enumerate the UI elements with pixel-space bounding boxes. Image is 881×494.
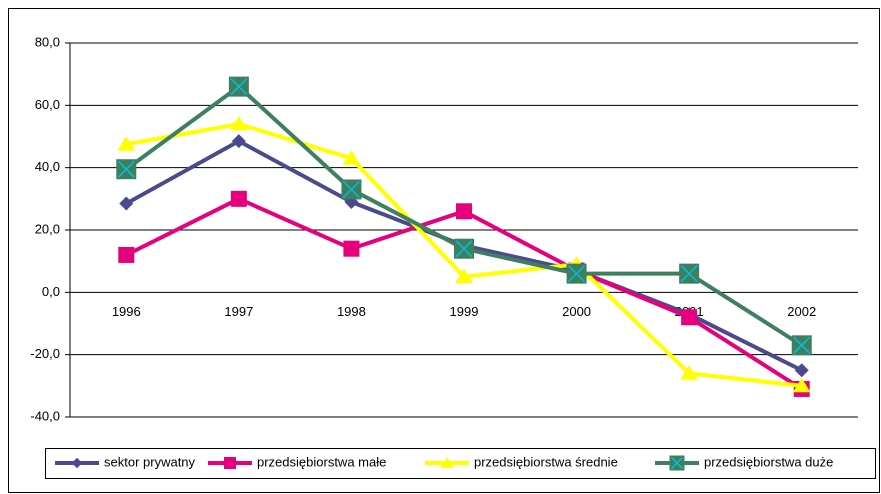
marker: [791, 335, 812, 356]
marker: [681, 309, 698, 326]
marker-part: [455, 268, 473, 284]
marker: [792, 377, 811, 393]
y-tick-label: 20,0: [35, 221, 60, 236]
y-tick-label: 40,0: [35, 159, 60, 174]
x-tick-label: 2002: [787, 304, 816, 319]
marker-part: [792, 377, 811, 393]
chart-border: [8, 8, 880, 493]
marker: [342, 150, 361, 165]
marker: [71, 457, 83, 469]
marker-part: [224, 457, 236, 469]
marker: [228, 76, 249, 97]
marker: [680, 365, 698, 380]
marker-part: [794, 363, 809, 378]
marker-part: [230, 78, 248, 96]
marker-part: [680, 265, 698, 283]
marker: [230, 190, 247, 207]
marker-part: [230, 116, 248, 131]
legend-box: [45, 448, 876, 479]
legend-label: sektor prywatny: [104, 454, 196, 469]
marker-part: [455, 240, 473, 258]
marker-part: [230, 190, 247, 207]
marker: [455, 268, 473, 284]
marker-part: [342, 150, 361, 165]
x-tick-label: 1997: [224, 304, 253, 319]
marker-part: [342, 180, 360, 199]
legend-label: przedsiębiorstwa małe: [257, 454, 386, 469]
marker: [440, 457, 454, 468]
y-tick-label: 60,0: [35, 97, 60, 112]
marker-part: [118, 246, 135, 263]
legend-label: przedsiębiorstwa średnie: [474, 454, 618, 469]
marker: [231, 134, 246, 149]
marker: [224, 457, 236, 469]
marker-part: [793, 336, 811, 354]
marker: [454, 238, 474, 259]
legend-label: przedsiębiorstwa duże: [704, 454, 833, 469]
marker: [119, 196, 134, 211]
marker-part: [119, 196, 134, 211]
y-tick-label: 0,0: [42, 284, 60, 299]
x-tick-label: 1999: [450, 304, 479, 319]
y-tick-label: -20,0: [30, 346, 60, 361]
marker: [566, 263, 587, 284]
marker-part: [681, 309, 698, 326]
y-tick-label: -40,0: [30, 408, 60, 423]
x-tick-label: 2000: [562, 304, 591, 319]
marker-part: [117, 136, 136, 151]
marker: [341, 179, 362, 200]
marker-part: [680, 365, 698, 380]
marker: [118, 246, 135, 263]
marker-part: [568, 265, 586, 283]
marker: [669, 455, 685, 471]
marker: [116, 159, 137, 180]
marker: [456, 203, 472, 220]
series-line: [125, 196, 803, 391]
marker-part: [117, 160, 135, 178]
marker-part: [71, 457, 83, 469]
marker-part: [231, 134, 246, 149]
marker-part: [670, 456, 684, 470]
marker: [794, 363, 809, 378]
marker-part: [456, 203, 472, 220]
marker: [343, 240, 360, 257]
marker: [117, 136, 136, 151]
marker: [679, 263, 700, 284]
marker-part: [343, 240, 360, 257]
marker: [230, 116, 248, 131]
marker-part: [440, 457, 454, 468]
y-tick-label: 80,0: [35, 34, 60, 49]
x-tick-label: 1996: [112, 304, 141, 319]
x-tick-label: 1998: [337, 304, 366, 319]
